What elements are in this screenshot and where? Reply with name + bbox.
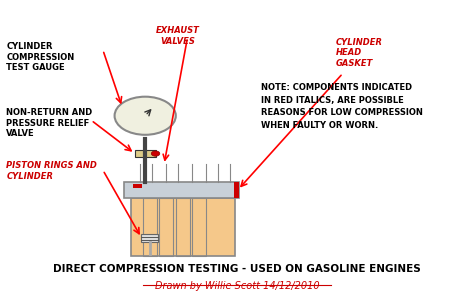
Bar — [234, 182, 239, 198]
Bar — [192, 198, 206, 257]
Bar — [131, 198, 235, 257]
Text: CYLINDER
COMPRESSION
TEST GAUGE: CYLINDER COMPRESSION TEST GAUGE — [6, 42, 74, 72]
Text: NON-RETURN AND
PRESSURE RELIEF
VALVE: NON-RETURN AND PRESSURE RELIEF VALVE — [6, 108, 92, 138]
Text: PISTON RINGS AND
CYLINDER: PISTON RINGS AND CYLINDER — [6, 161, 97, 181]
Text: Drawn by Willie Scott 14/12/2010: Drawn by Willie Scott 14/12/2010 — [155, 281, 319, 292]
Bar — [159, 198, 173, 257]
Text: DIRECT COMPRESSION TESTING - USED ON GASOLINE ENGINES: DIRECT COMPRESSION TESTING - USED ON GAS… — [53, 264, 421, 274]
Circle shape — [151, 151, 160, 156]
Bar — [176, 198, 190, 257]
Bar — [141, 234, 158, 242]
Bar — [133, 184, 142, 188]
Text: CYLINDER
HEAD
GASKET: CYLINDER HEAD GASKET — [336, 38, 383, 68]
Bar — [135, 150, 155, 157]
Bar — [143, 198, 157, 257]
Text: EXHAUST
VALVES: EXHAUST VALVES — [156, 26, 200, 46]
Text: NOTE: COMPONENTS INDICATED
IN RED ITALICS, ARE POSSIBLE
REASONS FOR LOW COMPRESS: NOTE: COMPONENTS INDICATED IN RED ITALIC… — [261, 83, 422, 130]
Circle shape — [115, 97, 176, 135]
Bar — [124, 182, 239, 198]
